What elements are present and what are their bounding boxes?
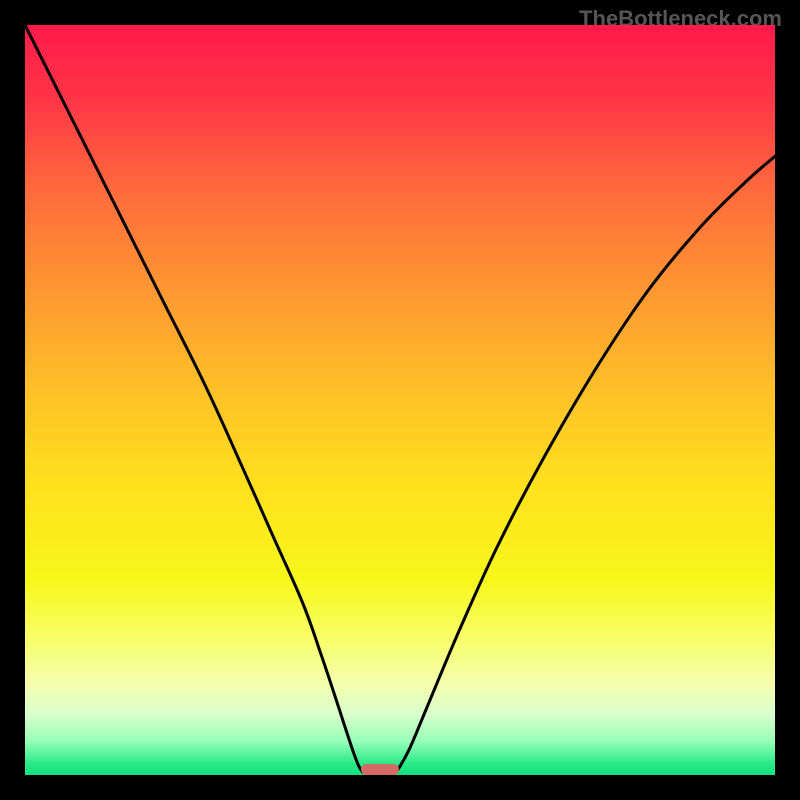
plot-area <box>25 25 775 775</box>
bottleneck-curve <box>25 25 775 775</box>
chart-frame: TheBottleneck.com <box>0 0 800 800</box>
optimal-marker <box>361 764 399 775</box>
